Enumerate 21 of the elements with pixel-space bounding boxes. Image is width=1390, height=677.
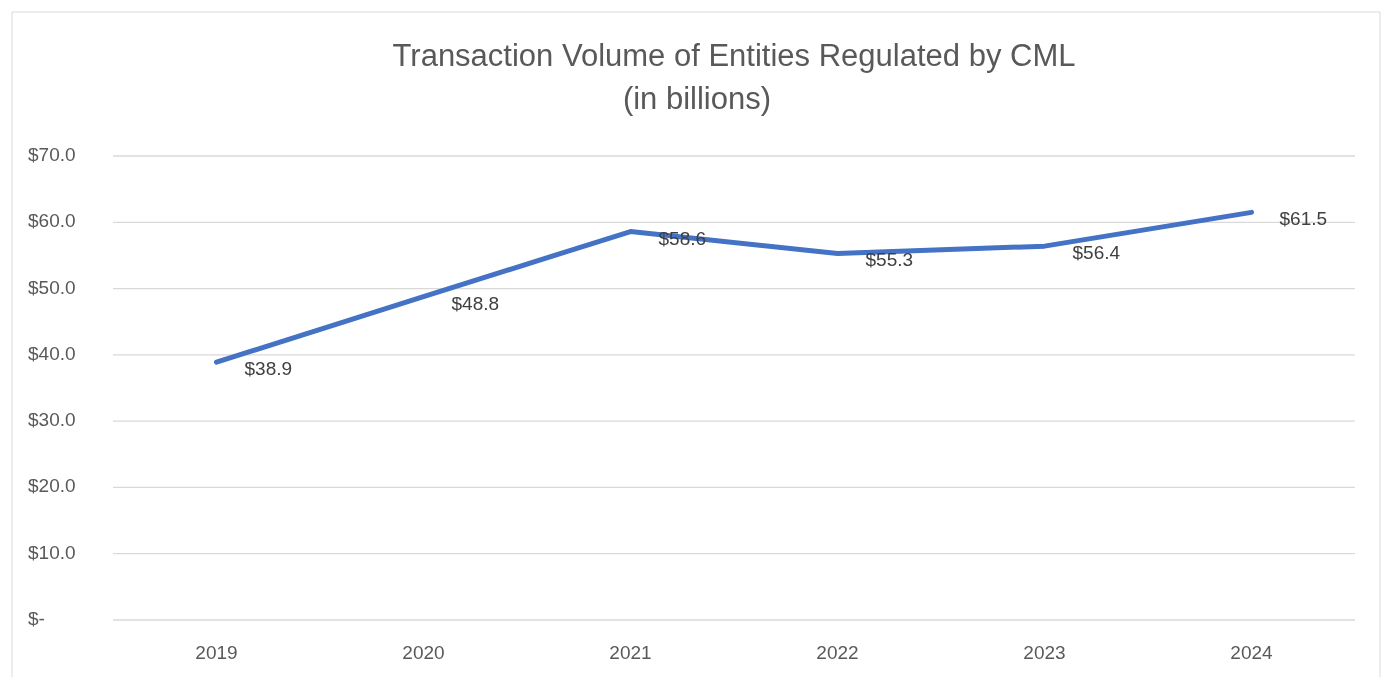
x-tick-label: 2022 [816, 642, 859, 664]
x-tick-label: 2020 [402, 642, 445, 664]
x-tick-label: 2019 [195, 642, 238, 664]
y-tick-label: $50.0 [28, 276, 76, 298]
data-label: $48.8 [451, 292, 500, 314]
data-label: $56.4 [1072, 242, 1121, 264]
y-tick-label: $- [28, 608, 45, 630]
x-tick-label: 2024 [1230, 642, 1274, 664]
y-tick-label: $20.0 [28, 475, 76, 497]
y-tick-label: $30.0 [28, 409, 76, 431]
y-tick-label: $10.0 [28, 541, 76, 563]
chart-title: Transaction Volume of Entities Regulated by CML [392, 38, 1076, 74]
y-tick-label: $60.0 [28, 210, 76, 232]
chart-subtitle: (in billions) [622, 81, 772, 117]
data-label: $38.9 [244, 358, 293, 380]
data-label: $55.3 [865, 249, 914, 271]
y-tick-label: $70.0 [28, 144, 76, 166]
data-label: $61.5 [1279, 208, 1328, 230]
x-tick-label: 2021 [609, 642, 652, 664]
y-tick-label: $40.0 [28, 342, 76, 364]
x-tick-label: 2023 [1023, 642, 1066, 664]
